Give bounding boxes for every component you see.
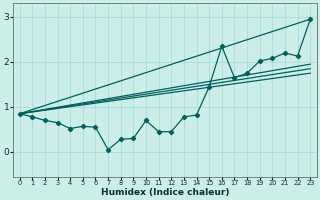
X-axis label: Humidex (Indice chaleur): Humidex (Indice chaleur)	[101, 188, 229, 197]
